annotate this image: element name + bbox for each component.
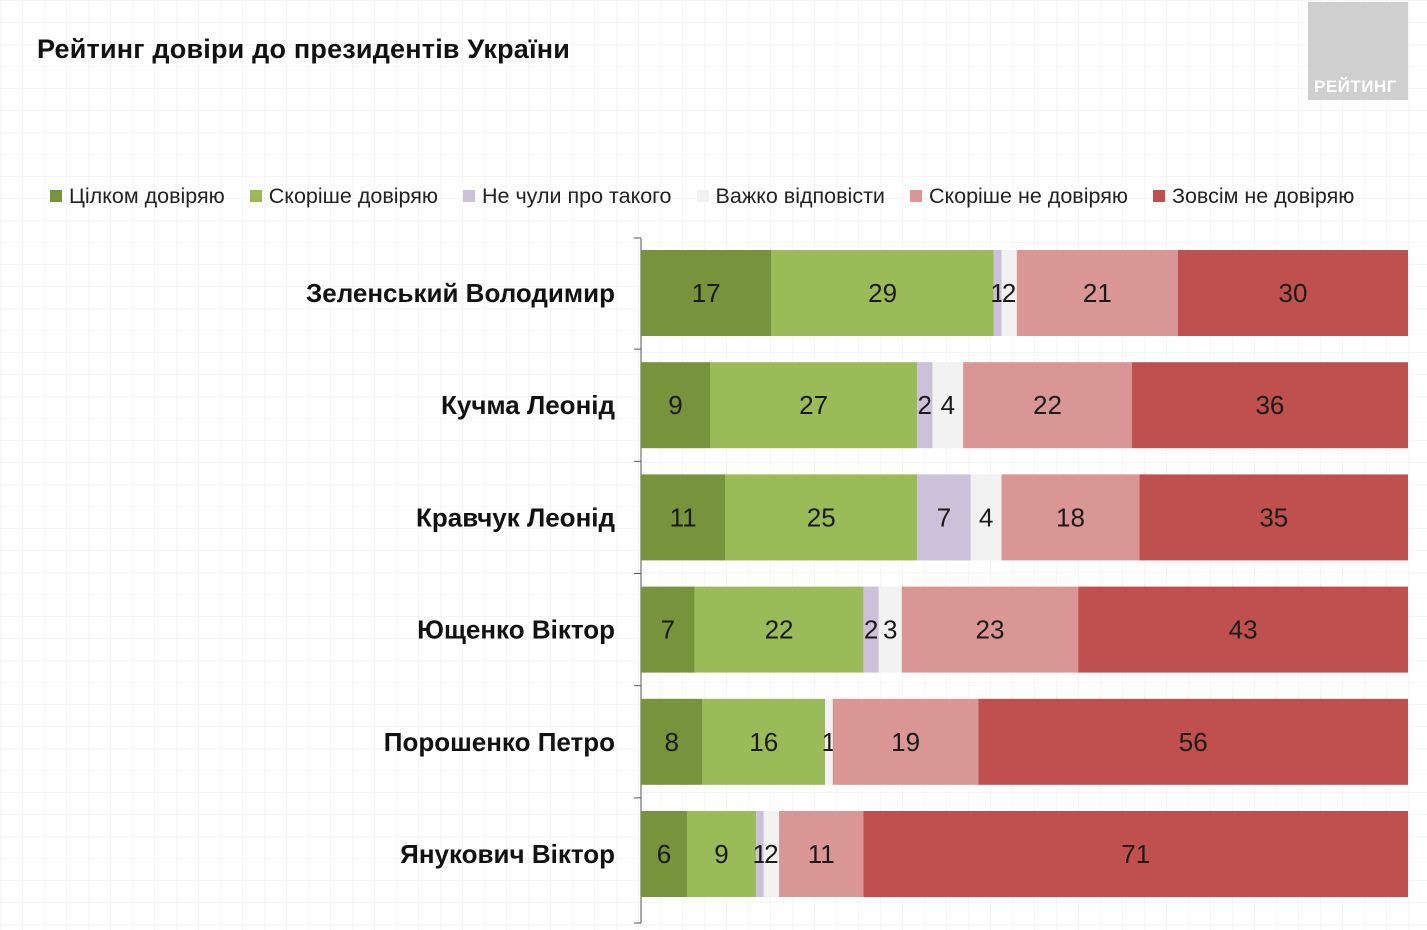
data-label: 1: [753, 839, 767, 869]
data-label: 18: [1056, 502, 1085, 532]
bar-segment: [694, 586, 864, 673]
data-label: 29: [868, 278, 897, 308]
legend-item-fully-trust: Цілком довіряю: [50, 184, 225, 209]
bar-segment: [1131, 362, 1408, 449]
legend-swatch: [463, 190, 476, 202]
data-label: 21: [1083, 278, 1112, 308]
legend-label: Важко відповісти: [715, 183, 885, 208]
data-label: 11: [670, 502, 697, 532]
bar-segment: [641, 362, 711, 449]
logo-text: РЕЙТИНГ: [1314, 77, 1397, 96]
bar-segment: [641, 250, 772, 336]
data-label: 4: [941, 390, 955, 420]
data-label: 23: [976, 615, 1005, 645]
bar-segment: [878, 586, 902, 673]
bar-segment: [932, 362, 964, 449]
data-label: 43: [1229, 615, 1258, 645]
bar-segment: [901, 586, 1079, 673]
bar-segment: [993, 250, 1002, 336]
category-label: Кучма Леонід: [441, 390, 616, 420]
legend-label: Зовсім не довіряю: [1171, 183, 1355, 208]
data-label: 22: [765, 615, 794, 645]
category-label: Янукович Віктор: [400, 839, 615, 869]
legend-swatch: [696, 190, 709, 202]
bar-segment: [917, 362, 933, 449]
bar-segment: [970, 474, 1002, 561]
data-label: 11: [808, 839, 835, 869]
legend-swatch: [909, 190, 922, 202]
data-label: 71: [1121, 839, 1150, 869]
brand-logo: РЕЙТИНГ: [1308, 2, 1408, 100]
data-label: 56: [1179, 727, 1208, 757]
bar-segment: [917, 474, 971, 561]
legend-item-rather-distrust: Скоріше не довіряю: [909, 183, 1128, 209]
data-label: 3: [883, 615, 897, 645]
legend-swatch: [249, 190, 262, 202]
chart-title: Рейтинг довіри до президентів України: [37, 34, 571, 64]
category-label: Кравчук Леонід: [416, 502, 616, 532]
data-label: 2: [918, 390, 932, 420]
bar-segment: [641, 811, 688, 897]
category-label: Порошенко Петро: [384, 727, 615, 757]
bar-segment: [825, 698, 833, 785]
bar-segment: [756, 811, 764, 897]
data-label: 25: [807, 502, 836, 532]
legend-item-fully-distrust: Зовсім не довіряю: [1152, 183, 1355, 209]
legend-label: Не чули про такого: [482, 183, 672, 208]
bar-segment: [641, 698, 703, 785]
data-label: 27: [799, 390, 828, 420]
bar-segment: [1016, 250, 1178, 336]
chart-legend: Цілком довіряю Скоріше довіряю Не чули п…: [50, 182, 1354, 210]
legend-swatch: [1152, 190, 1165, 202]
bar-segment: [963, 362, 1132, 449]
bar-segment: [1078, 586, 1408, 673]
legend-label: Скоріше не довіряю: [928, 183, 1128, 208]
bar-segment: [771, 250, 994, 336]
category-label: Зеленський Володимир: [306, 278, 615, 308]
data-label: 9: [668, 390, 682, 420]
legend-item-hard-to-say: Важко відповісти: [696, 183, 885, 209]
bar-segment: [702, 698, 826, 785]
data-label: 36: [1255, 390, 1284, 420]
data-label: 1: [822, 727, 836, 757]
data-label: 30: [1278, 278, 1307, 308]
legend-item-never-heard: Не чули про такого: [463, 184, 672, 209]
bar-segment: [863, 811, 1408, 897]
bar-segment: [763, 811, 780, 897]
bar-segment: [1177, 250, 1408, 336]
bar-segment: [725, 474, 918, 561]
data-label: 8: [664, 727, 678, 757]
bar-segment: [832, 698, 979, 785]
data-label: 2: [764, 839, 778, 869]
legend-item-rather-trust: Скоріше довіряю: [249, 183, 439, 209]
category-label: Ющенко Віктор: [417, 615, 615, 645]
bar-segment: [863, 586, 879, 673]
data-label: 9: [714, 839, 728, 869]
data-label: 19: [891, 727, 920, 757]
data-label: 22: [1033, 390, 1062, 420]
data-label: 1: [990, 278, 1004, 308]
bar-segment: [641, 474, 726, 561]
data-label: 6: [657, 839, 671, 869]
bar-segment: [1139, 474, 1408, 561]
data-label: 4: [979, 502, 993, 532]
data-label: 7: [937, 502, 951, 532]
bar-segment: [779, 811, 864, 897]
data-label: 16: [749, 727, 778, 757]
bar-segment: [1001, 250, 1017, 336]
bar-segment: [687, 811, 757, 897]
data-label: 35: [1259, 502, 1288, 532]
legend-label: Цілком довіряю: [69, 183, 225, 208]
data-label: 2: [1002, 278, 1016, 308]
data-label: 7: [661, 615, 675, 645]
bar-segment: [978, 698, 1408, 785]
bar-segment: [710, 362, 918, 449]
bar-segment: [1001, 474, 1140, 561]
data-label: 17: [692, 278, 721, 308]
legend-swatch: [50, 190, 62, 202]
legend-label: Скоріше довіряю: [268, 183, 439, 208]
bar-segment: [641, 586, 695, 673]
data-label: 2: [864, 615, 878, 645]
